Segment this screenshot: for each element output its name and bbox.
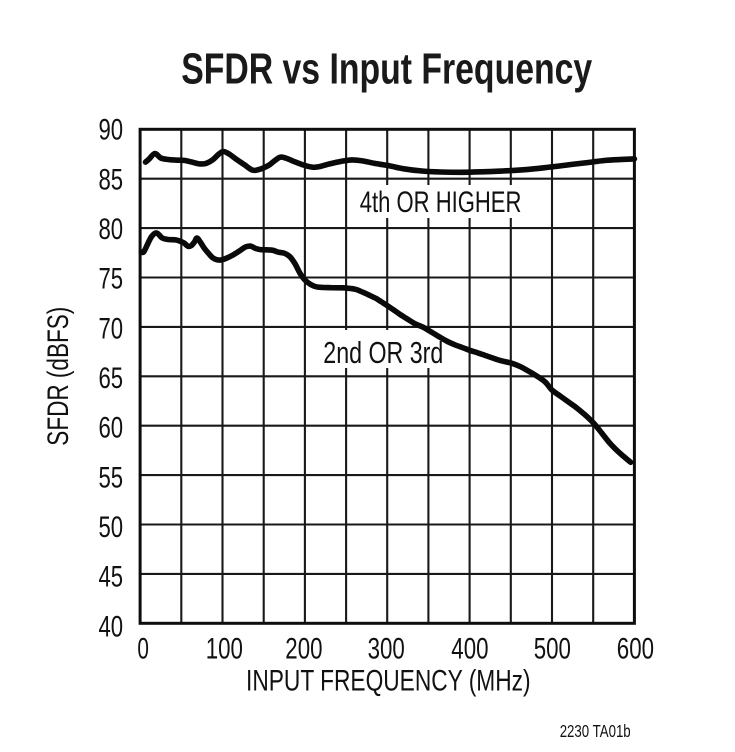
svg-text:50: 50 [99,512,124,544]
svg-text:90: 90 [99,115,124,147]
svg-text:70: 70 [99,313,124,345]
svg-text:65: 65 [99,363,124,395]
svg-text:SFDR vs Input Frequency: SFDR vs Input Frequency [181,45,592,94]
svg-text:55: 55 [99,462,124,494]
svg-text:2nd OR 3rd: 2nd OR 3rd [323,337,443,370]
svg-text:85: 85 [99,164,124,196]
svg-text:SFDR (dBFS): SFDR (dBFS) [42,307,75,446]
svg-text:75: 75 [99,264,124,296]
svg-text:400: 400 [451,633,488,665]
svg-text:300: 300 [368,633,405,665]
svg-text:200: 200 [285,633,322,665]
svg-text:60: 60 [99,413,124,445]
svg-text:INPUT FREQUENCY (MHz): INPUT FREQUENCY (MHz) [246,666,531,698]
svg-text:40: 40 [99,611,124,643]
svg-text:100: 100 [206,633,243,665]
svg-text:2230 TA01b: 2230 TA01b [560,721,631,741]
svg-text:500: 500 [534,633,571,665]
svg-text:45: 45 [99,562,124,594]
svg-text:80: 80 [99,214,124,246]
svg-text:4th OR HIGHER: 4th OR HIGHER [360,186,522,219]
svg-text:0: 0 [137,633,149,665]
svg-text:600: 600 [617,633,654,665]
